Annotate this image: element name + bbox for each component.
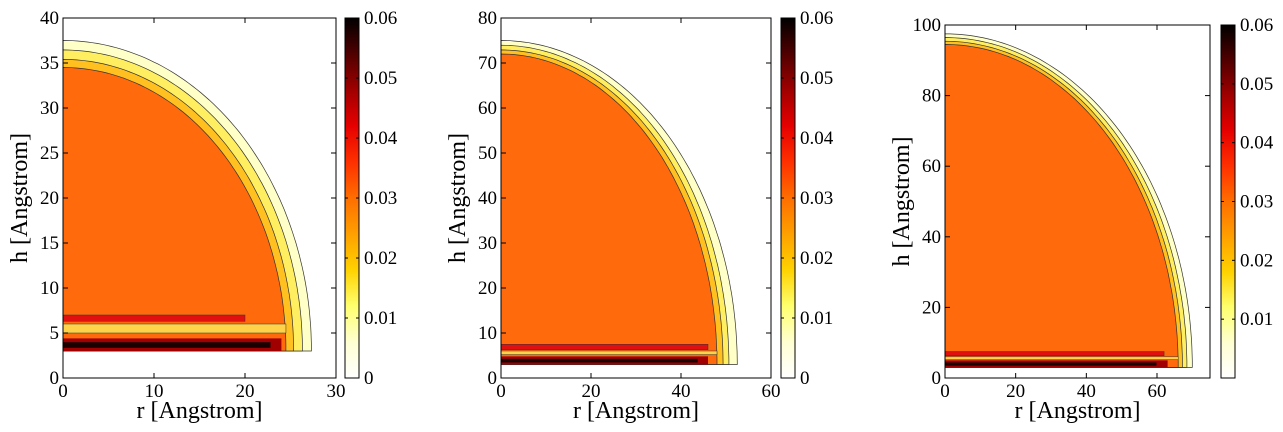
y-tick-label: 100 <box>913 15 942 36</box>
colorbar: 0.01 0.02 0.03 0.04 0.05 0.06 <box>1220 15 1274 379</box>
x-tick-label: 30 <box>327 381 346 402</box>
y-tick-label: 10 <box>40 278 59 299</box>
y-tick-label: 10 <box>478 323 497 344</box>
density-red-band <box>945 351 1165 357</box>
x-tick-label: 40 <box>672 381 691 402</box>
x-axis-title: r [Angstrom] <box>1015 398 1141 424</box>
x-tick-label: 40 <box>1077 381 1096 402</box>
density-base-core <box>63 342 271 348</box>
colorbar-tick-label: 0.05 <box>1240 74 1273 95</box>
colorbar: 0 0.01 0.02 0.03 0.04 0.05 0.06 <box>344 8 398 389</box>
density-red-band <box>501 344 709 350</box>
plot-frame <box>944 24 1211 379</box>
density-gap-band <box>63 323 287 334</box>
colorbar-tick-label: 0.03 <box>364 188 397 209</box>
x-tick-label: 20 <box>582 381 601 402</box>
x-tick-label: 20 <box>1006 381 1025 402</box>
colorbar: 0 0.01 0.02 0.03 0.04 0.05 0.06 <box>780 8 834 389</box>
x-tick-label: 10 <box>145 381 164 402</box>
y-tick-label: 50 <box>478 143 497 164</box>
x-axis-title: r [Angstrom] <box>137 398 263 424</box>
colorbar-tick-label: 0.01 <box>364 308 397 329</box>
colorbar-tick-label: 0.01 <box>1240 309 1273 330</box>
y-tick-label: 70 <box>478 53 497 74</box>
x-axis-title: r [Angstrom] <box>573 398 699 424</box>
colorbar-tick-label: 0 <box>364 368 374 389</box>
y-tick-label: 80 <box>922 86 941 107</box>
density-gap-band <box>945 356 1179 360</box>
density-bulk <box>501 53 718 365</box>
x-tick-label: 0 <box>496 381 506 402</box>
panel-3: 0 20 40 60 0 20 40 60 80 100 r [Angstrom] h [Angstr… <box>889 15 1274 424</box>
y-tick-label: 40 <box>922 227 941 248</box>
y-tick-label: 20 <box>40 188 59 209</box>
y-tick-label: 30 <box>40 98 59 119</box>
y-tick-label: 60 <box>922 156 941 177</box>
y-tick-label: 35 <box>40 53 59 74</box>
y-tick-label: 0 <box>488 368 498 389</box>
density-bulk <box>945 44 1179 368</box>
density-bulk <box>63 67 287 352</box>
plot-area <box>945 25 1210 378</box>
y-tick-label: 5 <box>50 323 60 344</box>
y-tick-label: 60 <box>478 98 497 119</box>
density-base-core <box>945 362 1157 366</box>
colorbar-tick-label: 0.05 <box>364 68 397 89</box>
colorbar-tick-label: 0.02 <box>1240 250 1273 271</box>
y-tick-label: 25 <box>40 143 59 164</box>
panel-1: 0 10 20 30 0 5 10 15 20 25 30 35 40 r [Angstrom] h [An… <box>7 8 398 424</box>
density-red-band <box>63 314 246 322</box>
plot-area <box>63 18 336 378</box>
colorbar-tick-label: 0 <box>800 368 810 389</box>
colorbar-tick-label: 0.02 <box>364 248 397 269</box>
colorbar-tick-label: 0.06 <box>364 8 397 29</box>
colorbar-tick-label: 0.03 <box>800 188 833 209</box>
x-tick-label: 0 <box>58 381 68 402</box>
colorbar-tick-label: 0.04 <box>800 128 834 149</box>
x-tick-label: 20 <box>236 381 255 402</box>
y-tick-label: 0 <box>50 368 60 389</box>
x-tick-label: 60 <box>1148 381 1167 402</box>
colorbar-tick-label: 0.02 <box>800 248 833 269</box>
colorbar-tick-label: 0.04 <box>364 128 398 149</box>
y-axis-title: h [Angstrom] <box>7 133 33 263</box>
y-tick-label: 40 <box>40 8 59 29</box>
panel-2: 0 20 40 60 0 10 20 30 40 50 60 70 80 r [Angstrom] h [A… <box>445 8 834 424</box>
density-gap-band <box>501 350 718 355</box>
y-tick-label: 20 <box>478 278 497 299</box>
colorbar-tick-label: 0.06 <box>1240 15 1273 36</box>
y-tick-label: 20 <box>922 297 941 318</box>
y-tick-label: 40 <box>478 188 497 209</box>
colorbar-tick-label: 0.05 <box>800 68 833 89</box>
plot-area <box>501 18 771 378</box>
density-base-core <box>501 358 698 363</box>
colorbar-tick-label: 0.01 <box>800 308 833 329</box>
colorbar-tick-label: 0.06 <box>800 8 833 29</box>
y-tick-label: 30 <box>478 233 497 254</box>
y-axis-title: h [Angstrom] <box>889 137 915 267</box>
y-tick-label: 15 <box>40 233 59 254</box>
x-tick-label: 60 <box>762 381 781 402</box>
y-axis-title: h [Angstrom] <box>445 133 471 263</box>
y-tick-label: 80 <box>478 8 497 29</box>
colorbar-tick-label: 0.03 <box>1240 192 1273 213</box>
y-tick-label: 0 <box>932 368 942 389</box>
colorbar-tick-label: 0.04 <box>1240 133 1274 154</box>
x-tick-label: 0 <box>940 381 950 402</box>
